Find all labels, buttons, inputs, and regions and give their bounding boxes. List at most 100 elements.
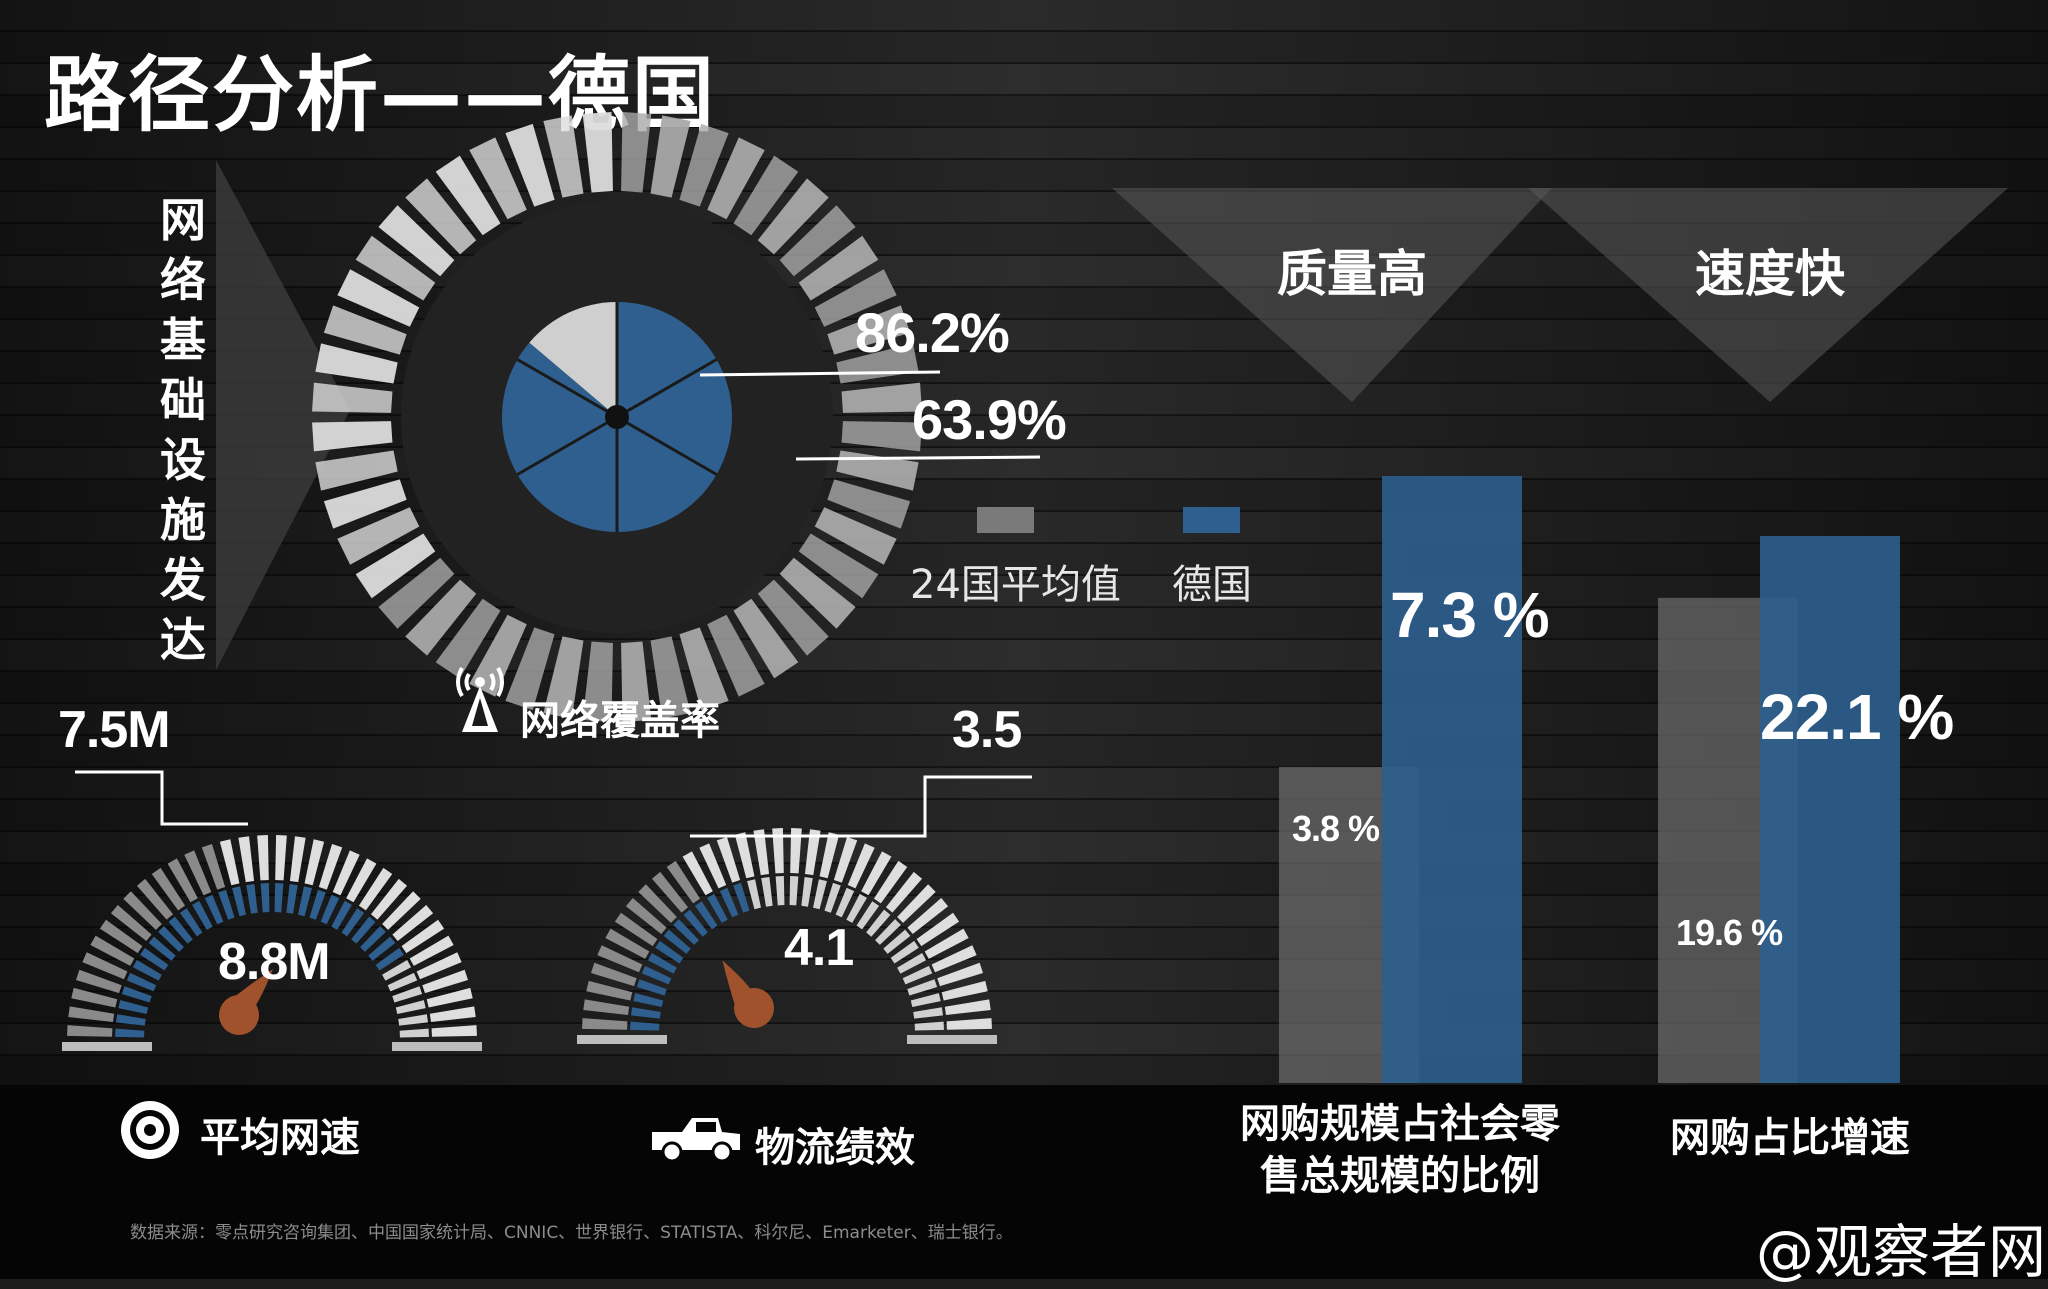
speed-germany-value: 8.8M (218, 933, 331, 991)
gauge-outer-segment (582, 1018, 628, 1030)
gauge-inner-segment (913, 1007, 944, 1019)
coverage-ring-segment (323, 305, 407, 355)
coverage-ring-segment (355, 235, 436, 301)
gauge-inner-segment (910, 993, 941, 1007)
gauge-outer-segment (382, 891, 421, 930)
gauge-inner-segment (179, 908, 203, 937)
gauge-inner-segment (907, 979, 938, 996)
gauge-outer-segment (219, 839, 240, 886)
gauge-outer-segment (431, 1025, 477, 1037)
coverage-ring-segment (733, 155, 799, 236)
legend-average-label: 24国平均值 (910, 562, 1121, 608)
gauge-inner-segment (232, 886, 246, 917)
gauge-outer-segment (716, 836, 741, 883)
coverage-ring-segment (798, 533, 879, 599)
gauge-inner-segment (192, 900, 213, 930)
speedometer-icon (121, 1101, 179, 1159)
quality-bar-chart (1279, 476, 1522, 1083)
coverage-average-leader (795, 455, 1041, 461)
gauge-outer-segment (946, 1018, 992, 1030)
coverage-ring-segment (582, 641, 613, 722)
gauge-outer-segment (583, 999, 630, 1016)
gauge-outer-segment (67, 1025, 113, 1037)
gauge-outer-segment (931, 945, 977, 973)
gauge-inner-segment (115, 1014, 146, 1026)
gauge-outer-segment (590, 962, 637, 987)
quality-caption: 网购规模占社会零 售总规模的比例 (1220, 1098, 1580, 1202)
gauge-average-leader (690, 775, 1032, 838)
coverage-ring-segment (378, 557, 455, 629)
gauge-outer-segment (289, 836, 306, 883)
gauge-inner-segment (132, 960, 162, 981)
gauge-inner-segment (866, 909, 891, 937)
gauge-outer-segment (699, 843, 727, 889)
gauge-outer-segment (318, 843, 343, 890)
gauge-outer-segment (937, 962, 984, 987)
coverage-ring-segment (650, 115, 691, 198)
coverage-ring-segment (621, 641, 652, 722)
gauge-outer-segment (110, 904, 152, 942)
gauge-inner-segment (902, 965, 933, 985)
gauge-inner-segment (395, 1000, 426, 1014)
coverage-remainder-slice (529, 302, 617, 417)
coverage-ring-segment (841, 421, 922, 452)
speed-germany-value-bar: 22.1 % (1760, 681, 1954, 753)
coverage-ring-segment (814, 507, 897, 565)
coverage-caption: 网络覆盖率 (520, 698, 720, 744)
gauge-outer-segment (651, 871, 689, 913)
speed-caption: 平均网速 (200, 1115, 360, 1161)
speed-average-value: 7.5M (58, 701, 171, 759)
gauge-inner-segment (655, 940, 684, 964)
gauge-inner-segment (694, 901, 718, 930)
coverage-center-hub (605, 405, 629, 429)
coverage-ring-segment (650, 636, 691, 719)
gauge-inner-segment (298, 886, 312, 917)
gauge-inner-segment (897, 953, 927, 974)
coverage-ring-segment (315, 450, 398, 491)
gauge-outer-segment (897, 884, 936, 923)
gauge-outer-segment (819, 832, 840, 879)
gauge-inner-segment (260, 883, 270, 913)
gauge-outer-segment (151, 867, 186, 911)
gauge-base-left (577, 1035, 667, 1044)
gauge-inner-segment (683, 909, 708, 937)
gauge-outer-segment (429, 1006, 476, 1023)
gauge-inner-segment (331, 900, 352, 930)
logistics-gauge-chart (577, 775, 1032, 1044)
gauge-inner-segment (890, 940, 919, 964)
gauge-inner-segment (747, 879, 761, 910)
gauge-inner-segment (824, 882, 841, 913)
bar-germany (1760, 536, 1900, 1083)
coverage-ring-segment (312, 382, 393, 413)
gauge-inner-segment (719, 887, 739, 918)
coverage-germany-leader (699, 370, 941, 377)
coverage-ring-segment (679, 627, 729, 711)
coverage-ring-segment (679, 123, 729, 207)
logistics-average-value: 3.5 (952, 701, 1022, 759)
coverage-ring-segment (312, 421, 393, 452)
pickup-truck-icon (652, 1118, 740, 1163)
gauge-inner-segment (286, 883, 298, 914)
coverage-ring-segment (505, 627, 555, 711)
gauge-outer-segment (401, 919, 445, 954)
gauge-outer-segment (304, 839, 325, 886)
coverage-ring-segment (621, 112, 652, 193)
gauge-outer-segment (873, 860, 908, 904)
logistics-caption: 物流绩效 (755, 1125, 915, 1171)
coverage-ring-segment (836, 450, 919, 491)
gauge-outer-segment (597, 945, 643, 973)
coverage-ring-segment (315, 343, 398, 384)
coverage-ring-segment (757, 178, 829, 255)
gauge-inner-segment (341, 908, 365, 937)
speed-bar-caption: 网购占比增速 (1670, 1115, 1910, 1161)
gauge-inner-segment (801, 876, 813, 907)
gauge-outer-segment (332, 850, 360, 896)
speed-gauge-chart (62, 770, 482, 1051)
gauge-pointer (219, 969, 273, 1035)
gauge-inner-segment (398, 1014, 429, 1026)
gauge-outer-segment (409, 935, 454, 966)
gauge-outer-segment (275, 835, 287, 881)
gauge-inner-segment (360, 926, 386, 952)
gauge-outer-segment (426, 987, 473, 1008)
